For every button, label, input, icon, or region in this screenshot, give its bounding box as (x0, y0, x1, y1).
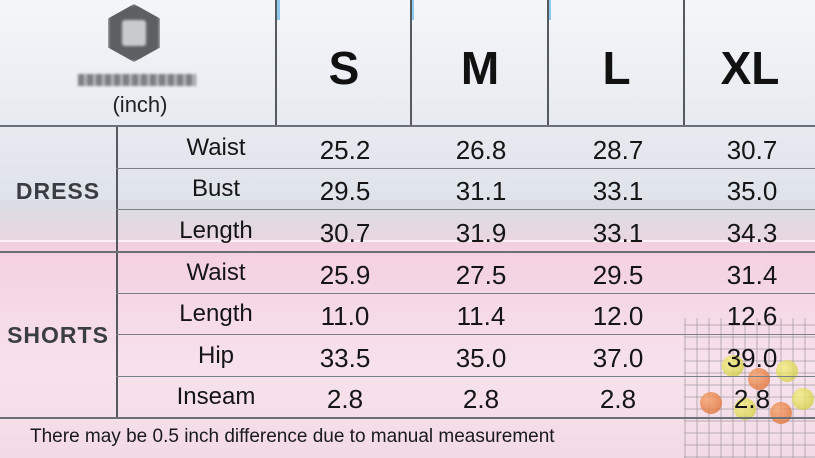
ball-image (722, 355, 744, 377)
measure-value: 34.3 (726, 218, 778, 248)
size-header-m: M (460, 42, 500, 94)
ball-image (792, 388, 814, 410)
background-court (0, 200, 815, 242)
measure-value: 35.0 (455, 343, 507, 373)
measure-value: 11.4 (456, 301, 506, 331)
measure-label: Inseam (176, 383, 256, 410)
grid-line (0, 251, 815, 253)
size-header-l: L (602, 42, 631, 94)
measure-label: Waist (186, 134, 246, 161)
measure-value: 39.0 (726, 343, 778, 373)
grid-line (116, 376, 815, 377)
measure-label: Waist (186, 259, 246, 286)
measure-value: 29.5 (319, 176, 371, 206)
measure-value: 33.1 (592, 176, 644, 206)
grid-line (116, 334, 815, 335)
ball-image (748, 368, 770, 390)
measure-value: 31.1 (455, 176, 507, 206)
background-accent (410, 0, 414, 20)
grid-line (683, 0, 685, 126)
grid-line (547, 0, 549, 126)
measure-value: 29.5 (592, 260, 644, 290)
background-accent (547, 0, 551, 20)
measure-label: Bust (191, 175, 241, 202)
brand-logo-icon (100, 4, 170, 66)
background-accent (276, 0, 280, 20)
ball-image (700, 392, 722, 414)
measure-value: 12.0 (592, 301, 644, 331)
background-pink-band (0, 240, 815, 458)
measure-value: 12.6 (726, 301, 778, 331)
unit-label: (inch) (112, 92, 168, 117)
measure-value: 25.2 (319, 135, 371, 165)
measure-value: 26.8 (455, 135, 507, 165)
category-shorts: SHORTS (7, 322, 109, 348)
ball-image (734, 398, 756, 420)
category-dress: DRESS (15, 178, 101, 204)
measure-value: 31.4 (726, 260, 778, 290)
measure-value: 28.7 (592, 135, 644, 165)
measure-value: 33.5 (319, 343, 371, 373)
measure-value: 2.8 (733, 384, 771, 414)
ball-basket-image (684, 318, 815, 458)
measure-value: 25.9 (319, 260, 371, 290)
measure-value: 27.5 (455, 260, 507, 290)
measure-value: 2.8 (599, 384, 637, 414)
grid-line (116, 209, 815, 210)
brand-name-blurred (78, 74, 196, 86)
measure-value: 35.0 (726, 176, 778, 206)
footnote: There may be 0.5 inch difference due to … (30, 426, 555, 447)
grid-line (410, 0, 412, 126)
size-header-s: S (328, 42, 360, 94)
grid-line (275, 0, 277, 126)
measure-value: 37.0 (592, 343, 644, 373)
measure-value: 30.7 (319, 218, 371, 248)
size-header-xl: XL (720, 42, 780, 94)
measure-label: Length (179, 300, 253, 327)
measure-label: Hip (197, 342, 234, 369)
measure-value: 33.1 (592, 218, 644, 248)
measure-value: 31.9 (455, 218, 507, 248)
grid-line (116, 293, 815, 294)
grid-line (0, 417, 815, 419)
background-stripe (0, 240, 815, 242)
grid-line (116, 168, 815, 169)
measure-value: 2.8 (326, 384, 364, 414)
measure-value: 2.8 (462, 384, 500, 414)
measure-value: 11.0 (320, 301, 370, 331)
grid-line (0, 125, 815, 127)
grid-line (116, 126, 118, 418)
measure-label: Length (179, 217, 253, 244)
measure-value: 30.7 (726, 135, 778, 165)
